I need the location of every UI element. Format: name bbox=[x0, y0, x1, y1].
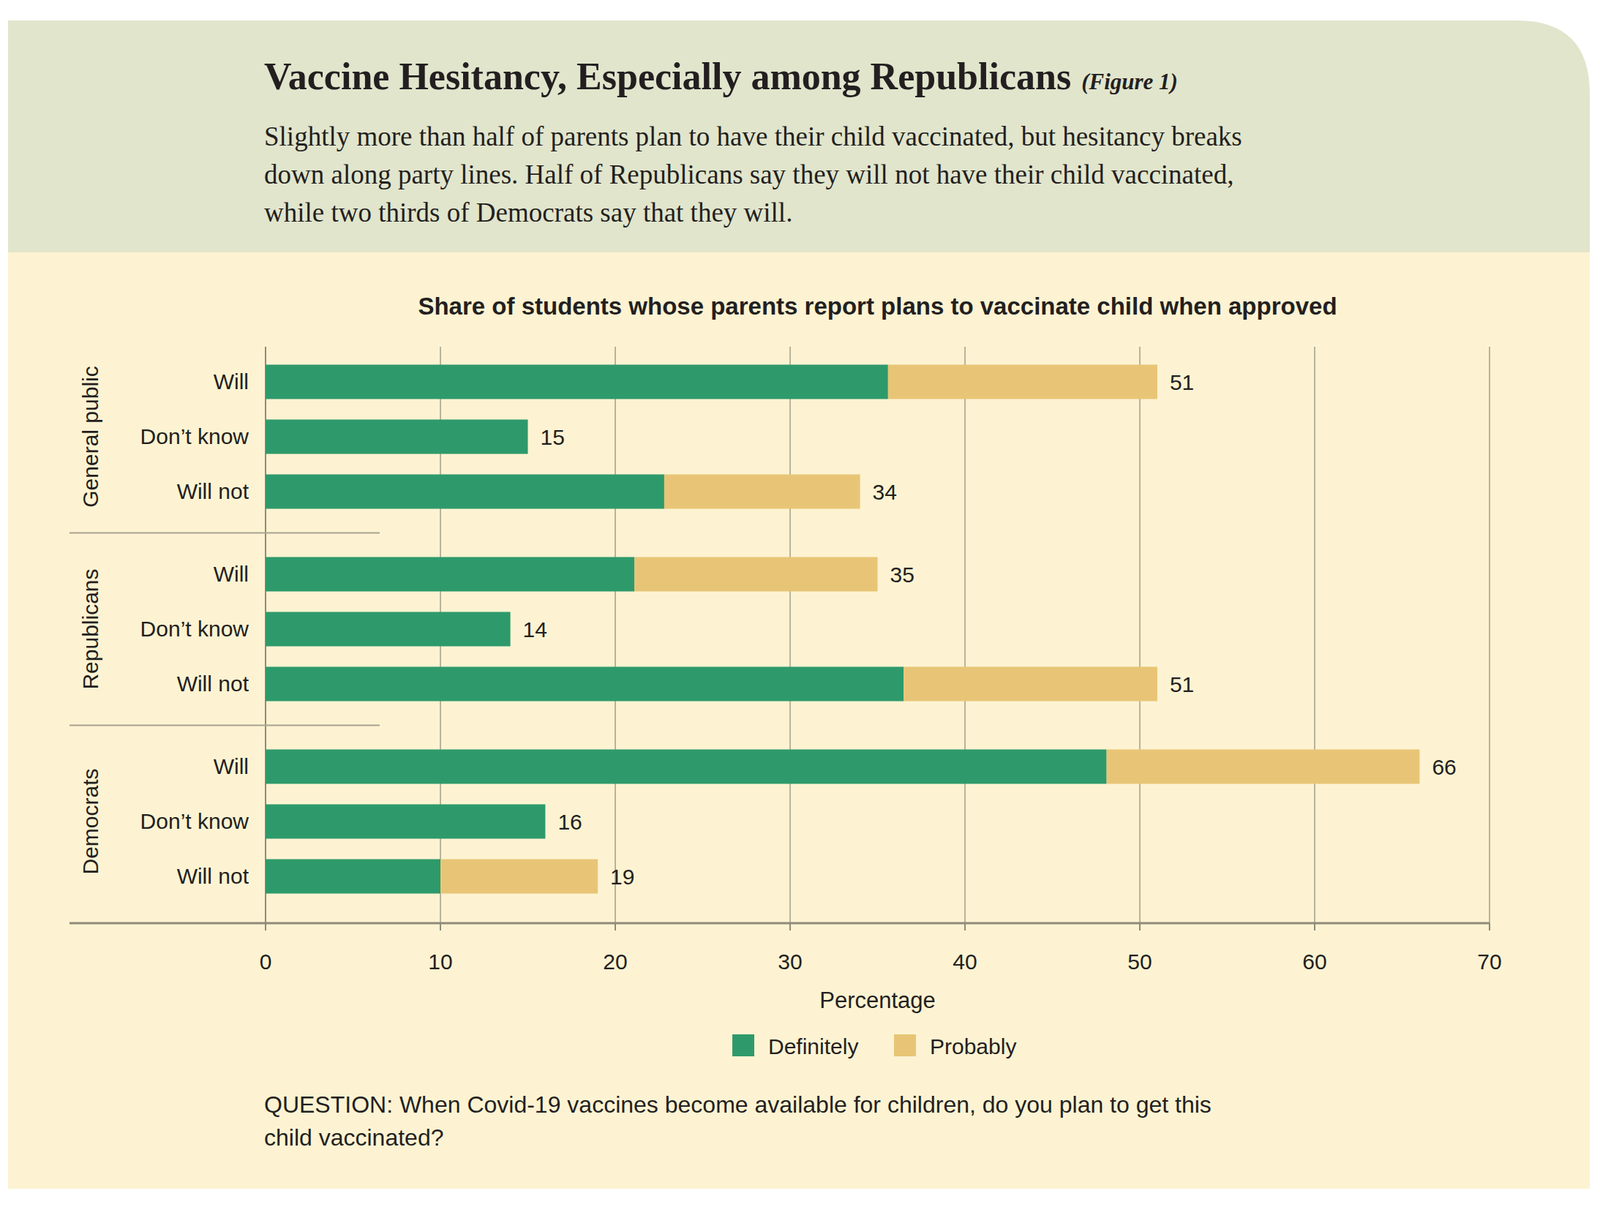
legend-label: Probably bbox=[929, 1034, 1017, 1059]
tick-label: 60 bbox=[1302, 949, 1327, 974]
bar-segment bbox=[888, 365, 1158, 400]
tick-label: 20 bbox=[602, 949, 627, 974]
category-label: Don’t know bbox=[140, 424, 250, 449]
group-label: General public bbox=[78, 365, 103, 507]
bar-segment bbox=[265, 749, 1107, 785]
total-label: 35 bbox=[890, 562, 915, 587]
category-label: Will bbox=[213, 754, 249, 779]
bar-segment bbox=[634, 557, 878, 592]
category-label: Will bbox=[213, 561, 249, 587]
bar-segment bbox=[440, 859, 598, 895]
total-label: 16 bbox=[557, 809, 582, 835]
body-panel bbox=[8, 252, 1590, 1189]
bar-segment bbox=[265, 365, 889, 400]
category-label: Will bbox=[213, 369, 249, 394]
subtitle: Slightly more than half of parents plan … bbox=[264, 121, 1243, 152]
bars bbox=[265, 365, 1420, 895]
legend-swatch bbox=[894, 1034, 916, 1057]
note: QUESTION: When Covid-19 vaccines become … bbox=[264, 1091, 1212, 1118]
category-label: Will not bbox=[177, 671, 250, 696]
group-label: Republicans bbox=[78, 568, 103, 690]
category-label: Will not bbox=[177, 479, 250, 504]
group-label: Democrats bbox=[78, 768, 103, 875]
grid-line bbox=[964, 346, 966, 924]
bar-segment bbox=[265, 474, 665, 510]
grid-line bbox=[614, 346, 617, 924]
tick-label: 0 bbox=[259, 949, 273, 974]
bar-segment bbox=[903, 667, 1158, 702]
bar-segment bbox=[1106, 749, 1421, 785]
tick-label: 40 bbox=[952, 949, 977, 974]
legend-label: Definitely bbox=[768, 1034, 859, 1059]
figure-label: (Figure 1) bbox=[1081, 68, 1178, 95]
title-text: Vaccine Hesitancy, Especially among Repu… bbox=[264, 55, 1072, 98]
tick-label: 50 bbox=[1127, 949, 1152, 974]
header-panel bbox=[8, 20, 1590, 253]
category-label: Don’t know bbox=[140, 809, 250, 834]
bar-segment bbox=[265, 419, 529, 455]
tick-label: 30 bbox=[777, 949, 802, 974]
tick-label: 10 bbox=[427, 949, 453, 974]
group-separator bbox=[69, 725, 380, 727]
grid-line bbox=[1488, 346, 1491, 924]
bar-segment bbox=[545, 804, 546, 840]
legend-swatch bbox=[732, 1034, 755, 1057]
group-separator bbox=[69, 532, 380, 535]
total-label: 51 bbox=[1169, 672, 1194, 697]
category-label: Will not bbox=[177, 864, 250, 889]
title: Vaccine Hesitancy, Especially among Repu… bbox=[264, 55, 1178, 98]
total-label: 15 bbox=[540, 425, 565, 450]
chart: Vaccine Hesitancy, Especially among Repu… bbox=[0, 0, 1600, 1207]
bar-segment bbox=[265, 612, 511, 647]
total-label: 66 bbox=[1431, 755, 1456, 780]
total-label: 34 bbox=[872, 479, 897, 505]
bar-segment bbox=[265, 859, 441, 895]
tick-label: 70 bbox=[1477, 949, 1502, 974]
total-label: 51 bbox=[1169, 370, 1194, 395]
grid-line bbox=[789, 346, 791, 924]
bar-segment bbox=[527, 419, 529, 455]
bar-segment bbox=[509, 612, 511, 647]
subtitle: while two thirds of Democrats say that t… bbox=[264, 197, 793, 228]
bar-segment bbox=[265, 667, 904, 702]
bar-segment bbox=[664, 474, 861, 510]
total-label: 19 bbox=[610, 864, 635, 889]
plot-title: Share of students whose parents report p… bbox=[417, 292, 1337, 320]
grid-line bbox=[1139, 346, 1141, 924]
note: child vaccinated? bbox=[264, 1124, 444, 1151]
x-axis-label: Percentage bbox=[819, 987, 936, 1014]
bar-segment bbox=[265, 804, 546, 840]
grid-line bbox=[1313, 346, 1316, 924]
bar-segment bbox=[265, 557, 635, 592]
total-label: 14 bbox=[523, 617, 548, 642]
x-axis bbox=[69, 922, 1490, 925]
category-label: Don’t know bbox=[140, 616, 250, 641]
subtitle: down along party lines. Half of Republic… bbox=[264, 159, 1234, 190]
